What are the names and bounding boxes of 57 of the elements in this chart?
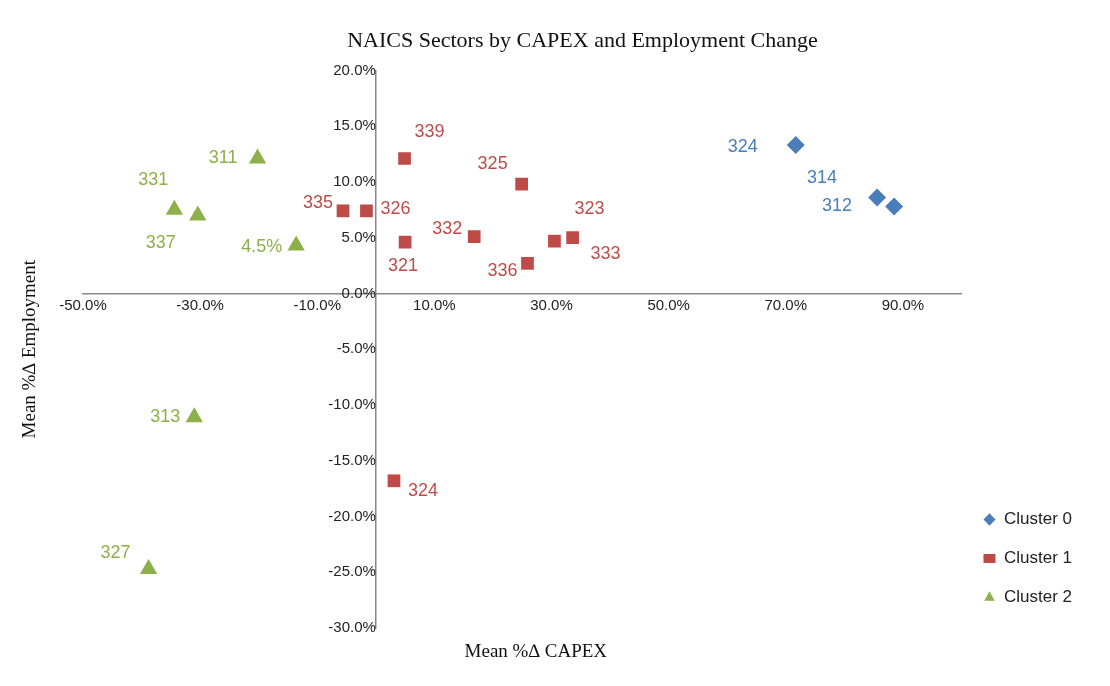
annotation: 336 [487, 260, 518, 281]
x-tick-label: 10.0% [413, 295, 456, 313]
legend-label: Cluster 1 [1003, 548, 1073, 568]
point [139, 558, 158, 574]
point [885, 197, 904, 216]
annotation: 314 [807, 166, 838, 187]
legend-label: Cluster 2 [1003, 587, 1073, 607]
x-tick-label: 90.0% [881, 295, 925, 313]
y-tick-label: -30.0% [328, 618, 376, 636]
y-tick-label: -20.0% [328, 506, 376, 524]
y-tick-label: 10.0% [333, 172, 376, 190]
annotation: 339 [414, 121, 445, 142]
y-tick-label: -25.0% [328, 562, 376, 580]
annotation: 321 [388, 255, 419, 276]
x-tick-label: -10.0% [293, 295, 342, 313]
x-tick-label: 50.0% [647, 295, 690, 313]
point [185, 407, 203, 423]
annotation: 333 [590, 242, 621, 263]
annotation: 323 [574, 197, 605, 218]
point [398, 152, 411, 165]
y-axis-title: Mean %∆ Employment [17, 259, 39, 439]
point [868, 188, 887, 207]
x-tick-label: -30.0% [176, 295, 224, 313]
annotation: 324 [407, 479, 439, 500]
point [467, 230, 481, 243]
annotation: 312 [822, 195, 853, 216]
point [515, 177, 529, 191]
point [521, 256, 534, 270]
annotation: 324 [727, 136, 758, 157]
x-axis-title: Mean %∆ CAPEX [464, 639, 608, 661]
annotation: 4.5% [241, 236, 283, 257]
point [786, 136, 805, 155]
annotation: 311 [208, 147, 238, 168]
point [360, 204, 373, 218]
y-tick-label: 5.0% [341, 227, 376, 245]
y-tick-label: 15.0% [333, 116, 376, 134]
annotation: 327 [100, 541, 131, 562]
x-tick-label: 70.0% [764, 295, 808, 313]
annotation: 332 [432, 217, 463, 238]
annotation: 313 [150, 406, 181, 427]
annotation: 331 [138, 168, 169, 189]
y-tick-label: -5.0% [336, 339, 376, 357]
annotation: 326 [380, 197, 411, 218]
x-tick-label: -50.0% [59, 295, 107, 313]
point [398, 235, 412, 249]
point [548, 234, 561, 248]
x-tick-label: 30.0% [530, 295, 573, 313]
annotation: 337 [145, 232, 176, 253]
y-tick-label: -10.0% [328, 395, 376, 413]
y-tick-label: 0.0% [341, 283, 376, 301]
legend-label: Cluster 0 [1003, 509, 1073, 529]
y-tick-label: -15.0% [328, 450, 376, 468]
y-tick-label: 20.0% [333, 60, 376, 78]
annotation: 335 [302, 191, 334, 212]
annotation: 325 [477, 153, 508, 174]
chart-title: NAICS Sectors by CAPEX and Employment Change [347, 26, 818, 52]
point [566, 231, 579, 245]
